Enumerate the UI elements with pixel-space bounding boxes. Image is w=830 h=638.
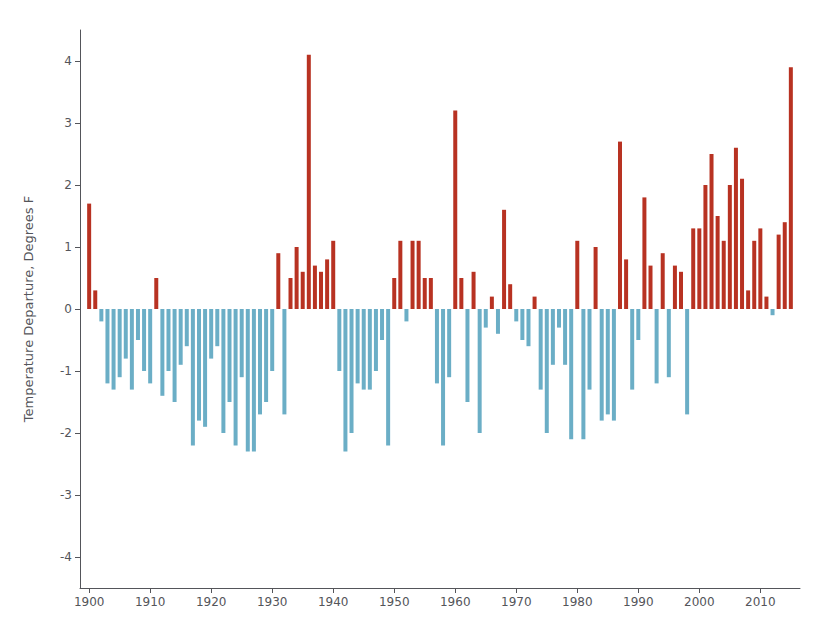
svg-text:1960: 1960 (440, 595, 471, 609)
svg-text:1920: 1920 (196, 595, 227, 609)
svg-text:-3: -3 (60, 488, 72, 502)
svg-text:1970: 1970 (501, 595, 532, 609)
svg-text:1980: 1980 (562, 595, 593, 609)
svg-text:1950: 1950 (379, 595, 410, 609)
svg-text:-4: -4 (60, 550, 72, 564)
svg-text:1930: 1930 (257, 595, 288, 609)
svg-text:Temperature Departure, Degrees: Temperature Departure, Degrees F (21, 196, 36, 423)
svg-text:1910: 1910 (135, 595, 166, 609)
svg-text:2000: 2000 (684, 595, 715, 609)
svg-text:-2: -2 (60, 426, 72, 440)
svg-text:2010: 2010 (745, 595, 776, 609)
svg-text:4: 4 (64, 54, 72, 68)
svg-text:1: 1 (64, 240, 72, 254)
svg-text:-1: -1 (60, 364, 72, 378)
svg-text:3: 3 (64, 116, 72, 130)
svg-text:1990: 1990 (623, 595, 654, 609)
svg-text:0: 0 (64, 302, 72, 316)
svg-text:2: 2 (64, 178, 72, 192)
svg-text:1940: 1940 (318, 595, 349, 609)
svg-text:1900: 1900 (74, 595, 105, 609)
